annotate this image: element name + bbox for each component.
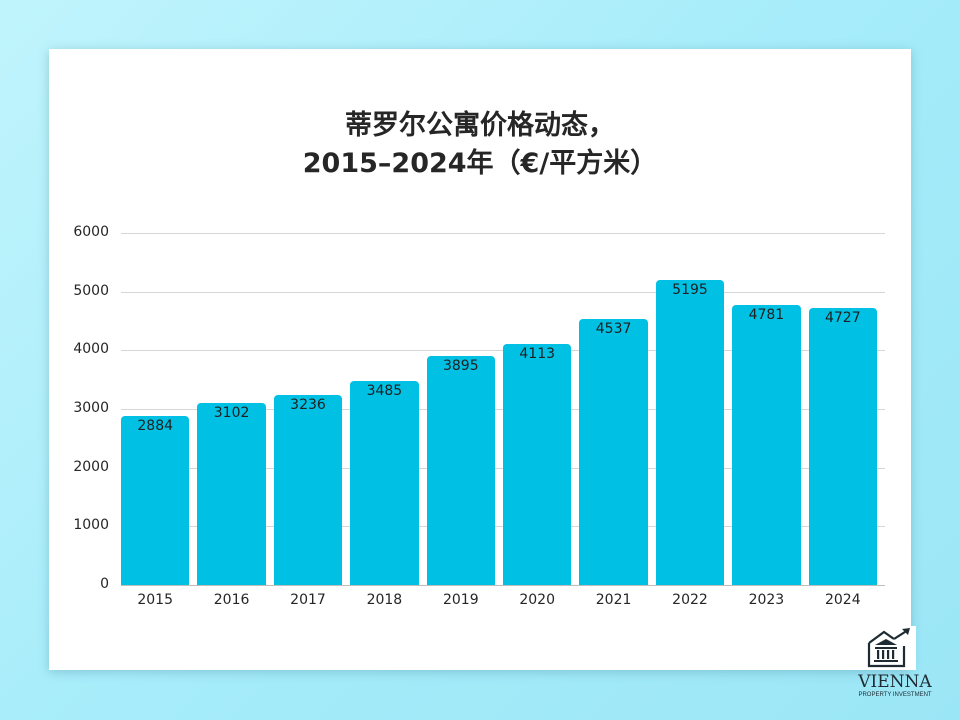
bar-2022: 5195 [655,280,725,585]
bar-value-label: 5195 [672,282,708,299]
bar-2023: 4781 [732,304,801,585]
y-axis-tick-label: 4000 [73,341,109,358]
bar-2018: 3485 [350,380,419,585]
bar-2019: 3895 [426,356,495,585]
bar-2021: 4537 [579,318,648,585]
bar-value-label: 4781 [748,306,785,323]
gridline [121,233,885,234]
x-axis-tick-label: 2018 [366,592,403,608]
bar-value-label: 4537 [595,320,632,337]
bar-value-label: 3485 [366,382,403,399]
bar-2024: 4727 [808,307,877,585]
brand-name: VIENNA [858,672,932,692]
chart-card: 蒂罗尔公寓价格动态， 2015–2024年（€/平方米） 0 1000 2000 30… [49,49,911,670]
brand-logo: VIENNA PROPERTY INVESTMENT [836,626,936,702]
x-axis-tick-label: 2015 [137,592,173,608]
x-axis-tick-label: 2022 [672,592,708,608]
x-axis-tick-label: 2017 [290,592,326,608]
brand-tagline: PROPERTY INVESTMENT [858,692,932,698]
bar-2020: 4113 [503,343,572,585]
bar-2017: 3236 [273,395,343,585]
y-axis-tick-label: 2000 [73,458,109,475]
y-axis-tick-label: 5000 [73,282,109,299]
y-axis-tick-label: 3000 [73,400,109,416]
chart-title-line-1: 蒂罗尔公寓价格动态， [345,110,615,141]
bank-building-with-rising-arrow-icon [867,628,910,668]
x-axis-tick-label: 2021 [595,592,632,608]
bar-value-label: 3102 [213,405,250,422]
y-axis-tick-label: 6000 [73,224,109,240]
bar-2016: 3102 [197,403,266,585]
gridline [121,291,885,293]
chart-title-line-2: 2015–2024年（€/平方米） [302,148,658,179]
bar-value-label: 3895 [442,358,479,375]
chart-title: 蒂罗尔公寓价格动态， 2015–2024年（€/平方米） [49,107,911,183]
bar-value-label: 4113 [519,345,556,362]
x-axis-line [121,585,885,586]
y-axis-tick-label: 1000 [73,517,109,534]
bar-value-label: 2884 [137,417,174,434]
y-axis-tick-label: 0 [100,576,109,592]
x-axis-tick-label: 2020 [519,592,555,608]
bar-value-label: 3236 [290,397,326,414]
x-axis-tick-label: 2024 [824,592,861,608]
plot-area: 0 1000 2000 3000 4000 5000 6000 2884 2015 3102 201… [49,49,911,670]
bar-value-label: 4727 [824,309,861,326]
bar-2015: 2884 [121,415,190,585]
x-axis-tick-label: 2016 [213,592,250,608]
x-axis-tick-label: 2023 [748,592,785,608]
x-axis-tick-label: 2019 [442,592,479,608]
